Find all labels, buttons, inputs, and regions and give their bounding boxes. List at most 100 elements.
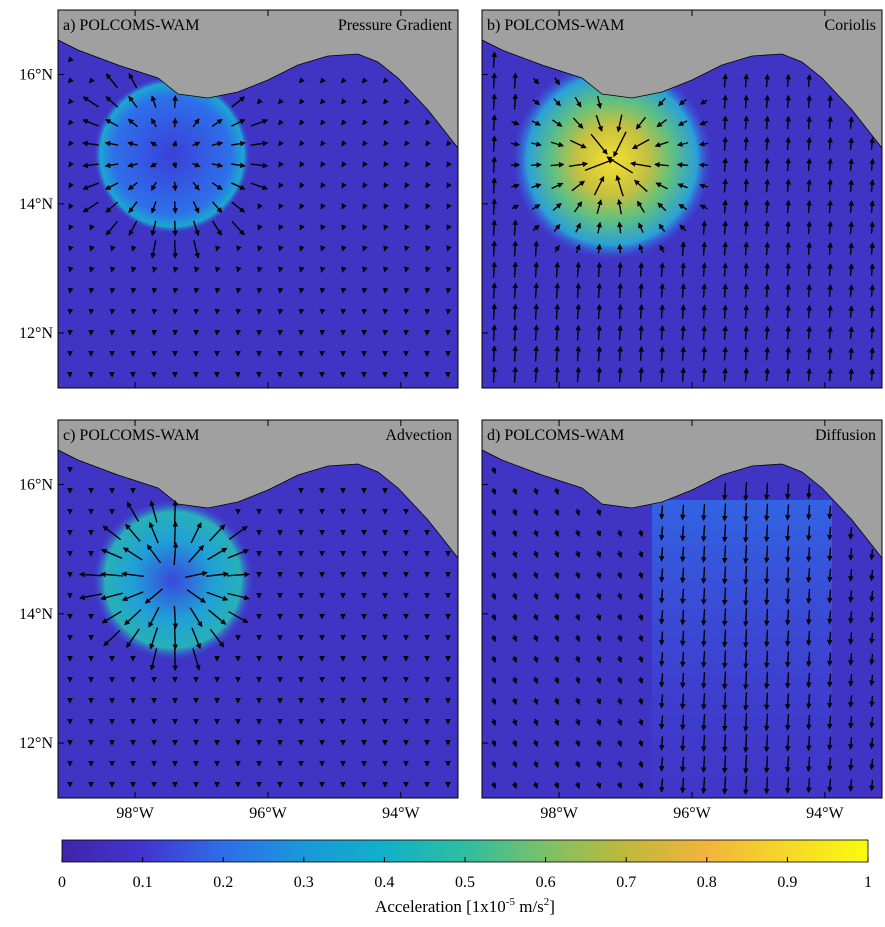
vector-arrow [196, 290, 197, 293]
vector-arrow [725, 756, 726, 773]
vector-arrow [447, 248, 448, 251]
vector-arrow [536, 242, 537, 257]
vector-arrow [515, 263, 516, 278]
vector-arrow [300, 248, 301, 251]
vector-arrow [321, 248, 322, 251]
vector-arrow [683, 547, 684, 561]
vector-arrow [406, 269, 407, 272]
vector-arrow [809, 159, 810, 171]
vector-arrow [788, 588, 789, 603]
vector-arrow [704, 221, 705, 234]
vector-arrow [809, 348, 810, 360]
vector-arrow [515, 326, 516, 341]
vector-arrow [662, 652, 663, 665]
vector-arrow [112, 290, 113, 293]
vector-arrow [788, 546, 789, 561]
vector-arrow [809, 715, 810, 729]
vector-arrow [578, 368, 579, 382]
vector-arrow [385, 290, 386, 293]
vector-arrow [809, 264, 810, 276]
vector-arrow [175, 119, 176, 128]
vector-arrow [704, 284, 705, 297]
vector-arrow [830, 611, 831, 624]
vector-arrow [851, 548, 852, 559]
vector-arrow [830, 590, 831, 603]
vector-arrow [851, 716, 852, 727]
field-blob [93, 500, 253, 660]
vector-arrow [662, 526, 663, 539]
vector-arrow [536, 368, 537, 383]
vector-arrow [578, 326, 579, 340]
lon-tick-label: 94°W [382, 805, 420, 822]
vector-arrow [683, 610, 684, 624]
vector-arrow [830, 632, 831, 645]
vector-arrow [788, 369, 789, 381]
vector-arrow [725, 735, 726, 752]
vector-arrow [557, 305, 558, 320]
vector-arrow [872, 780, 873, 790]
vector-arrow [69, 248, 70, 251]
vector-arrow [238, 269, 239, 272]
vector-arrow [557, 347, 558, 362]
colorbar-tick-label: 0.3 [294, 874, 314, 891]
vector-arrow [788, 96, 789, 108]
vector-arrow [641, 368, 642, 382]
vector-arrow [662, 347, 663, 361]
vector-arrow [704, 326, 705, 339]
vector-arrow [725, 201, 726, 214]
vector-arrow [515, 284, 516, 299]
vector-arrow [725, 306, 726, 319]
vector-arrow [788, 222, 789, 234]
vector-arrow [767, 222, 768, 234]
vector-arrow [809, 736, 810, 750]
vector-arrow [809, 243, 810, 255]
label-part: Acceleration [1x10 [375, 897, 506, 916]
vector-arrow [725, 285, 726, 298]
vector-arrow [704, 777, 705, 793]
vector-arrow [683, 694, 684, 708]
vector-arrow [746, 503, 747, 521]
vector-arrow [830, 548, 831, 561]
vector-arrow [725, 693, 726, 710]
colorbar-tick-label: 0.1 [133, 874, 153, 891]
vector-arrow [662, 505, 663, 518]
vector-arrow [767, 159, 768, 171]
vector-arrow [704, 588, 705, 604]
vector-arrow [448, 269, 449, 272]
vector-arrow [809, 778, 810, 792]
vector-arrow [851, 327, 852, 339]
vector-arrow [683, 715, 684, 729]
vector-arrow [70, 269, 71, 272]
vector-arrow [788, 201, 789, 213]
vector-arrow [746, 306, 747, 319]
vector-arrow [154, 290, 155, 293]
vector-arrow [851, 695, 852, 706]
lon-tick-label: 98°W [540, 805, 578, 822]
vector-arrow [809, 568, 810, 582]
vector-arrow [851, 527, 852, 538]
vector-arrow [830, 779, 831, 792]
vector-arrow [343, 269, 344, 272]
vector-arrow [112, 269, 113, 272]
vector-arrow [746, 285, 747, 298]
vector-arrow [662, 694, 663, 707]
vector-arrow [641, 284, 642, 298]
vector-arrow [494, 199, 495, 214]
vector-arrow [830, 159, 831, 171]
vector-arrow [809, 96, 810, 108]
vector-arrow [746, 138, 747, 151]
vector-arrow [322, 269, 323, 272]
colorbar-tick-label: 0.7 [616, 874, 636, 891]
vector-arrow [809, 327, 810, 339]
vector-arrow [704, 567, 705, 583]
figure: 00.10.20.30.40.50.60.70.80.91 Accelerati… [0, 0, 885, 922]
vector-arrow [683, 242, 684, 255]
vector-arrow [531, 165, 541, 166]
vector-arrow [788, 159, 789, 171]
vector-arrow [704, 347, 705, 360]
vector-arrow [683, 568, 684, 582]
vector-arrow [809, 306, 810, 318]
vector-arrow [536, 263, 537, 278]
panel-term: Advection [385, 427, 452, 444]
vector-arrow [704, 693, 705, 709]
